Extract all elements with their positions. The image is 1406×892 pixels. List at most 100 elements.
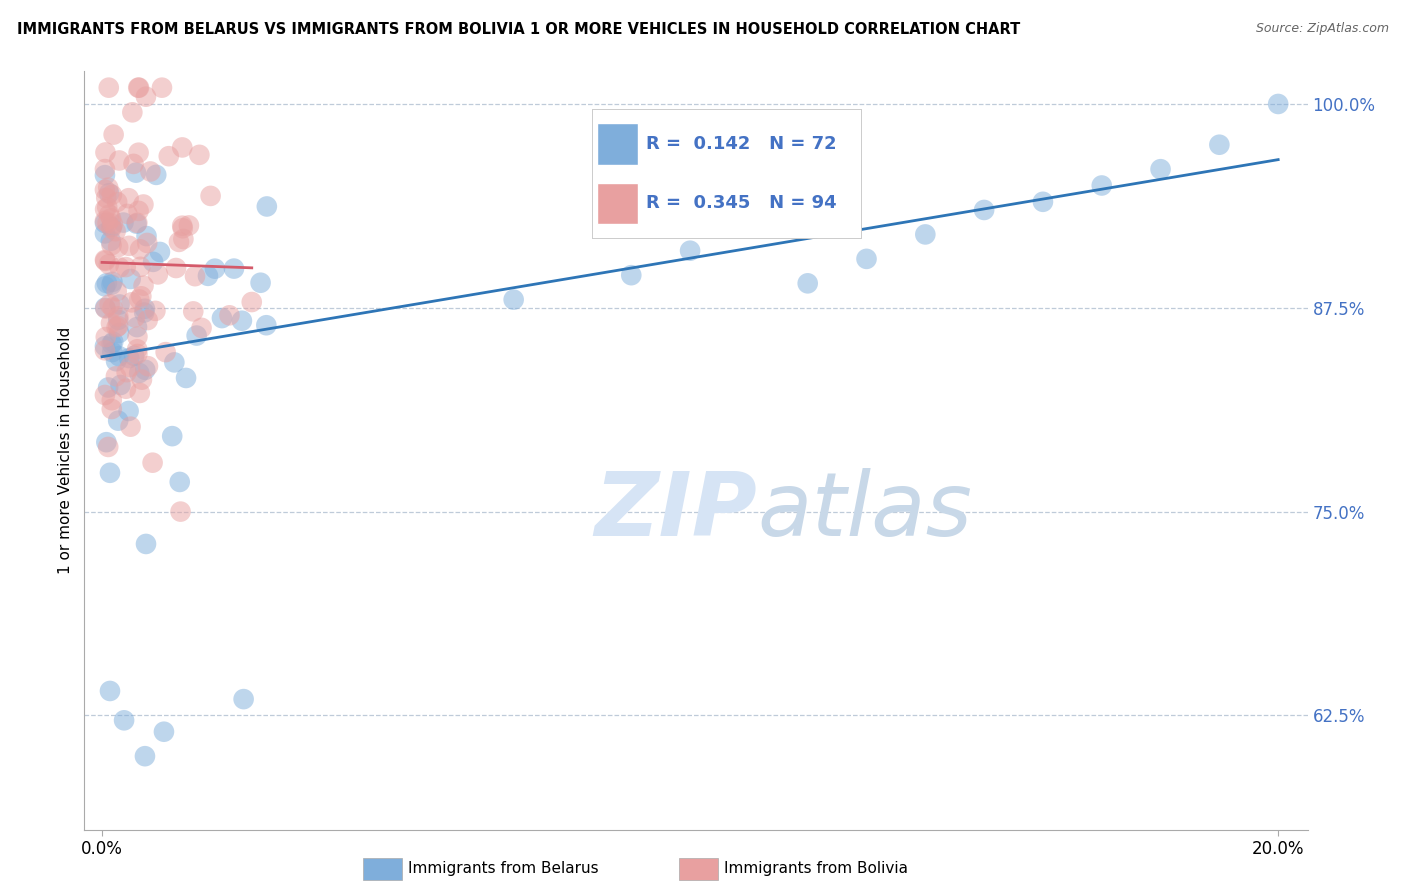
Point xyxy=(184,269,207,284)
Point xyxy=(145,304,167,318)
Point xyxy=(112,216,135,230)
Point xyxy=(135,89,157,103)
Point xyxy=(120,419,142,434)
Point xyxy=(149,244,172,259)
Point xyxy=(125,320,148,334)
Point xyxy=(122,349,145,363)
Point xyxy=(101,217,124,231)
Point xyxy=(127,329,149,343)
Point xyxy=(94,183,117,197)
Point xyxy=(100,336,122,351)
Point xyxy=(118,351,141,365)
Point xyxy=(115,382,138,396)
Point xyxy=(101,275,124,289)
Point xyxy=(254,318,277,333)
Point xyxy=(120,272,142,286)
Point xyxy=(104,224,127,238)
Point xyxy=(231,314,253,328)
Point xyxy=(108,260,131,275)
Point xyxy=(101,301,124,315)
Point xyxy=(105,194,128,209)
Point xyxy=(135,229,157,244)
Point xyxy=(101,393,124,408)
Point xyxy=(107,310,129,324)
Point xyxy=(105,285,128,299)
Y-axis label: 1 or more Vehicles in Household: 1 or more Vehicles in Household xyxy=(58,326,73,574)
Point xyxy=(131,373,153,387)
Point xyxy=(134,301,156,316)
Point xyxy=(117,404,139,418)
Point xyxy=(139,164,162,178)
Point xyxy=(1032,194,1054,209)
Point xyxy=(1267,97,1289,112)
Point xyxy=(1208,137,1230,152)
Text: ZIP: ZIP xyxy=(595,467,758,555)
Point xyxy=(914,227,936,242)
Point xyxy=(211,311,233,326)
Point xyxy=(101,187,124,202)
Point xyxy=(94,339,117,353)
Point xyxy=(973,202,995,217)
Point xyxy=(108,297,131,311)
Point xyxy=(97,80,120,95)
Point xyxy=(125,217,148,231)
Point xyxy=(98,684,121,698)
Point xyxy=(94,202,117,217)
Point xyxy=(1149,162,1171,177)
Point xyxy=(134,305,156,319)
Point xyxy=(129,242,152,256)
Point xyxy=(96,435,118,450)
Point xyxy=(169,475,191,489)
Point xyxy=(98,186,121,201)
Point xyxy=(121,295,143,310)
Point xyxy=(108,326,131,340)
Point xyxy=(155,345,177,359)
Point xyxy=(172,219,194,233)
Point xyxy=(167,235,190,249)
Point xyxy=(117,207,139,221)
Point xyxy=(101,345,124,359)
Point xyxy=(94,145,117,160)
Point xyxy=(855,252,877,266)
Point xyxy=(150,80,173,95)
Point xyxy=(100,238,122,252)
Point xyxy=(218,308,240,322)
Point xyxy=(118,239,141,253)
Point xyxy=(190,321,212,335)
Point xyxy=(94,301,117,315)
Point xyxy=(240,295,263,310)
Point xyxy=(177,219,200,233)
Point xyxy=(94,168,117,182)
Point xyxy=(94,301,117,316)
Point xyxy=(94,214,117,228)
Point xyxy=(94,279,117,293)
Point xyxy=(100,221,122,235)
Point xyxy=(98,466,121,480)
Point xyxy=(128,386,150,401)
Point xyxy=(146,268,169,282)
Point xyxy=(100,219,122,234)
Point xyxy=(181,304,204,318)
Point xyxy=(134,749,156,764)
Point xyxy=(94,253,117,268)
Point xyxy=(204,261,226,276)
Point xyxy=(157,149,180,163)
Point xyxy=(115,365,138,379)
Point xyxy=(163,355,186,369)
Point xyxy=(94,216,117,230)
Point xyxy=(136,359,159,374)
Point xyxy=(94,388,117,402)
Point xyxy=(131,289,153,303)
Point xyxy=(127,216,149,230)
Point xyxy=(107,319,129,334)
Point xyxy=(188,148,211,162)
Point xyxy=(112,714,135,728)
Point xyxy=(108,153,131,168)
Point xyxy=(172,221,194,235)
Point xyxy=(129,260,152,274)
Point xyxy=(114,260,136,274)
Point xyxy=(249,276,271,290)
Point xyxy=(796,277,818,291)
Point xyxy=(172,232,194,246)
Point xyxy=(96,216,118,230)
